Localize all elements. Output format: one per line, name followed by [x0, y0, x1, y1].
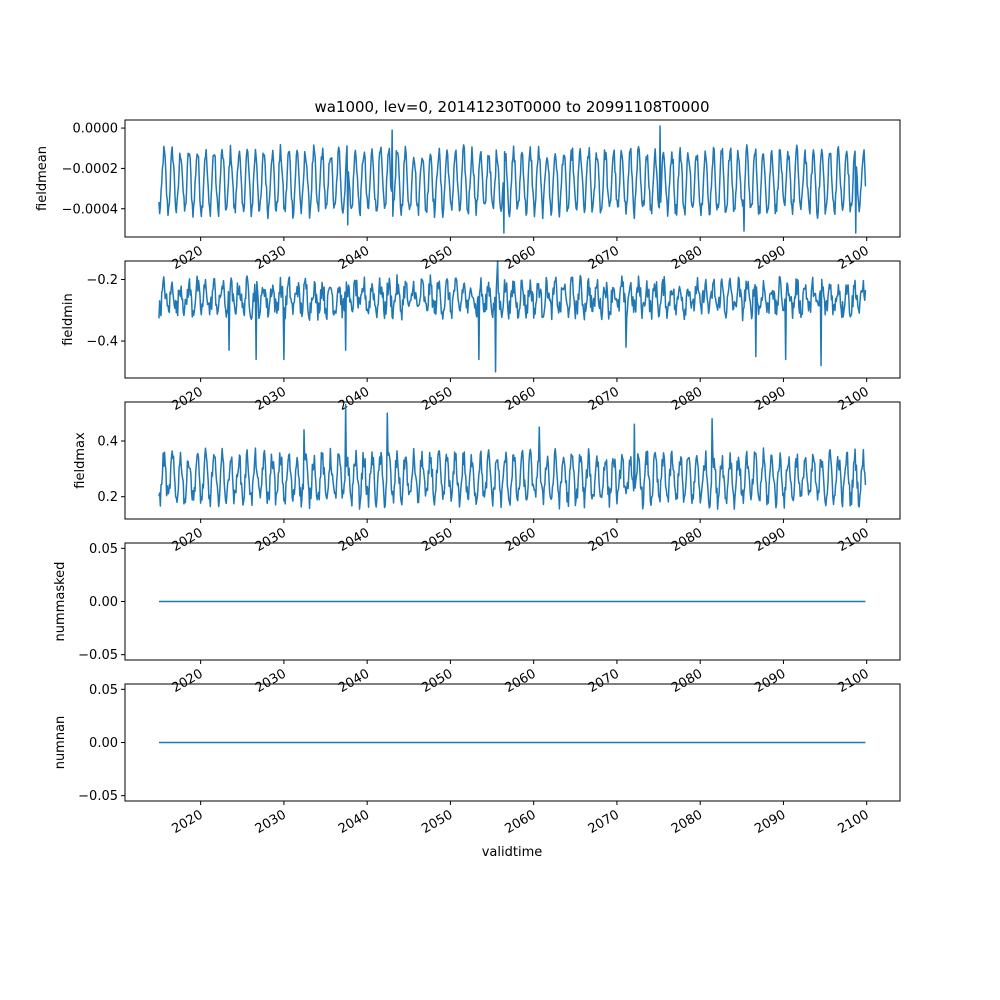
chart-title: wa1000, lev=0, 20141230T0000 to 20991108… — [314, 98, 709, 116]
y-axis-label-fieldmax: fieldmax — [73, 432, 88, 489]
series-line-fieldmax — [158, 404, 867, 510]
axes-frame-fieldmin — [124, 260, 901, 379]
axes-frame-fieldmax — [124, 401, 901, 520]
series-line-fieldmin — [158, 260, 867, 373]
y-axis-label-fieldmean: fieldmean — [35, 146, 50, 211]
y-tick-label: 0.05 — [89, 683, 118, 698]
y-tick-label: 0.00 — [89, 736, 118, 751]
y-tick-label: 0.0000 — [73, 122, 119, 137]
y-tick-label: −0.05 — [78, 789, 118, 804]
y-tick-label: 0.2 — [97, 490, 118, 505]
y-axis-label-numnan: numnan — [53, 716, 68, 770]
y-axis-label-fieldmin: fieldmin — [61, 293, 76, 346]
y-tick-label: 0.00 — [89, 595, 118, 610]
y-axis-label-nummasked: nummasked — [53, 562, 68, 642]
y-tick-label: 0.4 — [97, 435, 118, 450]
y-tick-label: 0.05 — [89, 542, 118, 557]
series-line-fieldmean — [158, 125, 867, 234]
axes-frame-fieldmean — [124, 119, 901, 238]
y-tick-label: −0.2 — [86, 273, 118, 288]
x-axis-label: validtime — [482, 845, 543, 860]
y-tick-label: −0.05 — [78, 648, 118, 663]
y-tick-label: −0.4 — [86, 335, 118, 350]
y-tick-label: −0.0004 — [62, 202, 118, 217]
y-tick-label: −0.0002 — [62, 162, 118, 177]
